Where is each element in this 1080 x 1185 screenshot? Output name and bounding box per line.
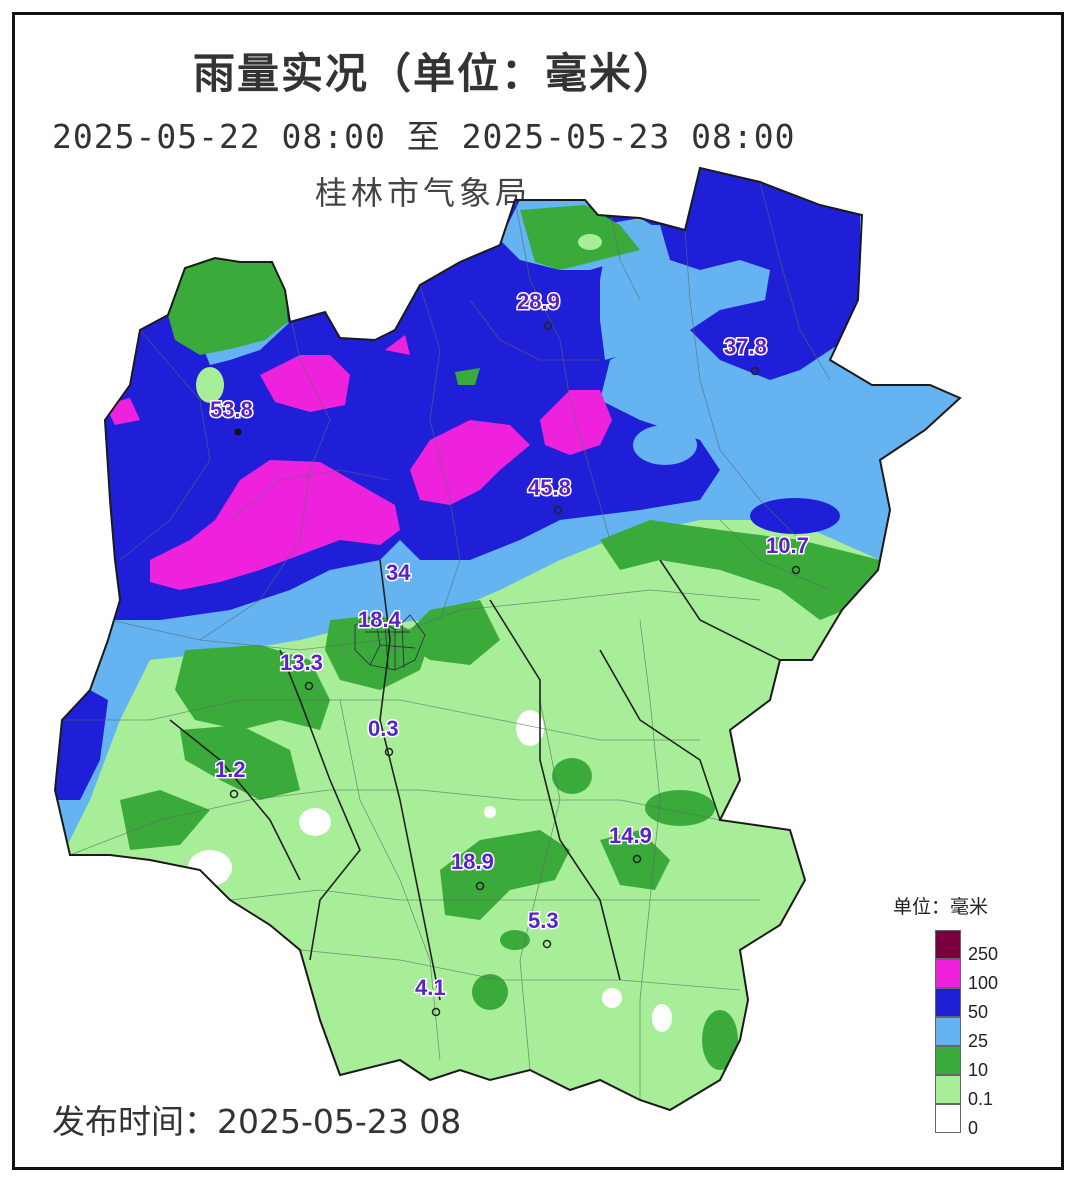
station-value-label: 0.3 — [368, 716, 399, 741]
station-dot — [750, 366, 760, 376]
legend-swatch — [935, 930, 961, 959]
legend-item: 25 — [935, 1017, 1045, 1051]
legend-item: 50 — [935, 988, 1045, 1022]
legend-value: 0 — [968, 1118, 979, 1138]
station-dot — [632, 854, 642, 864]
map-frame — [12, 12, 1064, 1170]
legend-swatch — [935, 1075, 961, 1104]
station-value-label: 5.3 — [528, 908, 559, 933]
legend-item: 0 — [935, 1104, 1045, 1138]
station-value-label: 28.9 — [517, 289, 560, 314]
station-dot — [384, 747, 394, 757]
station-dot — [543, 321, 553, 331]
legend-value: 100 — [968, 973, 999, 993]
station-layer: 53.8 28.9 37.8 45.8 10.7 34 18.4 13.3 0.… — [209, 288, 810, 1017]
station-value-label: 1.2 — [215, 757, 246, 782]
issued-time: 发布时间：2025-05-23 08 — [52, 1102, 462, 1141]
station-value-label: 18.9 — [451, 849, 494, 874]
station-dot — [553, 505, 563, 515]
station-value-label: 45.8 — [528, 475, 571, 500]
legend-swatch — [935, 1104, 961, 1133]
station-value-label: 18.4 — [358, 607, 402, 632]
station-dot — [475, 881, 485, 891]
legend-value: 10 — [968, 1060, 989, 1080]
station-dot — [431, 1007, 441, 1017]
station-dot — [791, 565, 801, 575]
station-value-label: 37.8 — [724, 334, 767, 359]
station-dot — [304, 681, 314, 691]
legend-item: 250 — [935, 930, 1045, 964]
legend-swatch — [935, 1046, 961, 1075]
station-value-label: 4.1 — [415, 975, 446, 1000]
legend-item: 10 — [935, 1046, 1045, 1080]
station-value-label: 13.3 — [280, 650, 323, 675]
station-dot — [542, 939, 552, 949]
legend-value: 25 — [968, 1031, 989, 1051]
legend-item: 0.1 — [935, 1075, 1045, 1109]
station-value-label: 34 — [386, 560, 411, 585]
station-value-label: 10.7 — [766, 533, 809, 558]
agency-name: 桂林市气象局 — [315, 174, 532, 212]
station-dot — [229, 789, 239, 799]
station-value-label: 53.8 — [210, 397, 253, 422]
legend-title: 单位：毫米 — [893, 896, 989, 918]
legend-value: 50 — [968, 1002, 989, 1022]
station-dot — [234, 428, 242, 436]
legend-swatch — [935, 988, 961, 1017]
time-period: 2025-05-22 08:00 至 2025-05-23 08:00 — [52, 117, 796, 156]
legend-swatch — [935, 959, 961, 988]
legend-value: 250 — [968, 944, 999, 964]
legend-value: 0.1 — [968, 1089, 994, 1109]
station-value-label: 14.9 — [609, 823, 652, 848]
map-title: 雨量实况（单位：毫米） — [192, 49, 677, 98]
legend-swatch — [935, 1017, 961, 1046]
legend-item: 100 — [935, 959, 1045, 993]
